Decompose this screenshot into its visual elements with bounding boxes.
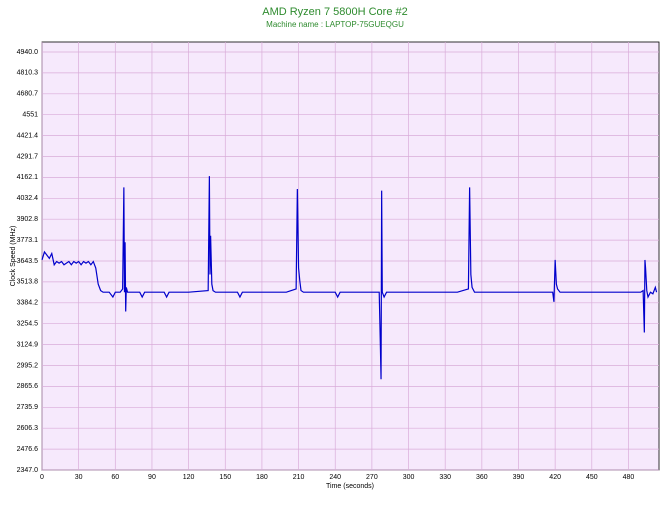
y-axis-label: Clock Speed (MHz) [10, 226, 17, 287]
y-tick-label: 2865.6 [17, 383, 39, 390]
y-tick-label: 3513.8 [17, 279, 39, 286]
y-tick-label: 2735.9 [17, 404, 39, 411]
x-tick-label: 210 [293, 474, 305, 481]
x-tick-label: 300 [403, 474, 415, 481]
y-tick-label: 4162.1 [17, 174, 39, 181]
x-tick-label: 60 [111, 474, 119, 481]
x-tick-label: 360 [476, 474, 488, 481]
y-tick-label: 3384.2 [17, 300, 39, 307]
x-tick-label: 390 [513, 474, 525, 481]
plot-area [41, 41, 660, 471]
x-tick-label: 330 [439, 474, 451, 481]
x-axis-label: Time (seconds) [326, 483, 374, 490]
y-tick-label: 4551 [22, 112, 38, 119]
y-tick-label: 3254.5 [17, 321, 39, 328]
x-tick-label: 150 [219, 474, 231, 481]
y-tick-label: 4291.7 [17, 153, 39, 160]
y-tick-label: 3643.5 [17, 258, 39, 265]
x-tick-label: 450 [586, 474, 598, 481]
x-tick-label: 180 [256, 474, 268, 481]
x-tick-label: 420 [549, 474, 561, 481]
y-tick-label: 3773.1 [17, 237, 39, 244]
chart-subtitle: Machine name : LAPTOP-75GUEQGU [266, 20, 404, 29]
y-tick-label: 4680.7 [17, 91, 39, 98]
x-tick-label: 0 [40, 474, 44, 481]
y-tick-label: 4810.3 [17, 70, 39, 77]
y-tick-label: 4421.4 [17, 132, 39, 139]
y-tick-label: 4032.4 [17, 195, 39, 202]
y-tick-label: 2347.0 [17, 467, 39, 474]
y-tick-label: 4940.0 [17, 49, 39, 56]
chart-title: AMD Ryzen 7 5800H Core #2 [262, 6, 408, 18]
x-tick-label: 90 [148, 474, 156, 481]
y-tick-label: 2995.2 [17, 362, 39, 369]
x-tick-label: 480 [623, 474, 635, 481]
x-tick-label: 30 [75, 474, 83, 481]
data-line [41, 176, 658, 380]
y-tick-label: 3902.8 [17, 216, 39, 223]
y-tick-label: 2606.3 [17, 425, 39, 432]
x-tick-label: 240 [329, 474, 341, 481]
y-tick-label: 2476.6 [17, 446, 39, 453]
x-tick-label: 270 [366, 474, 378, 481]
y-tick-label: 3124.9 [17, 341, 39, 348]
x-tick-label: 120 [183, 474, 195, 481]
